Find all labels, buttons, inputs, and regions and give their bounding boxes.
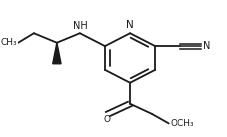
Text: N: N bbox=[126, 20, 133, 30]
Text: O: O bbox=[103, 115, 110, 124]
Text: CH₃: CH₃ bbox=[0, 38, 17, 47]
Text: N: N bbox=[202, 41, 210, 51]
Polygon shape bbox=[52, 43, 61, 64]
Text: NH: NH bbox=[72, 21, 87, 31]
Text: OCH₃: OCH₃ bbox=[170, 119, 193, 128]
